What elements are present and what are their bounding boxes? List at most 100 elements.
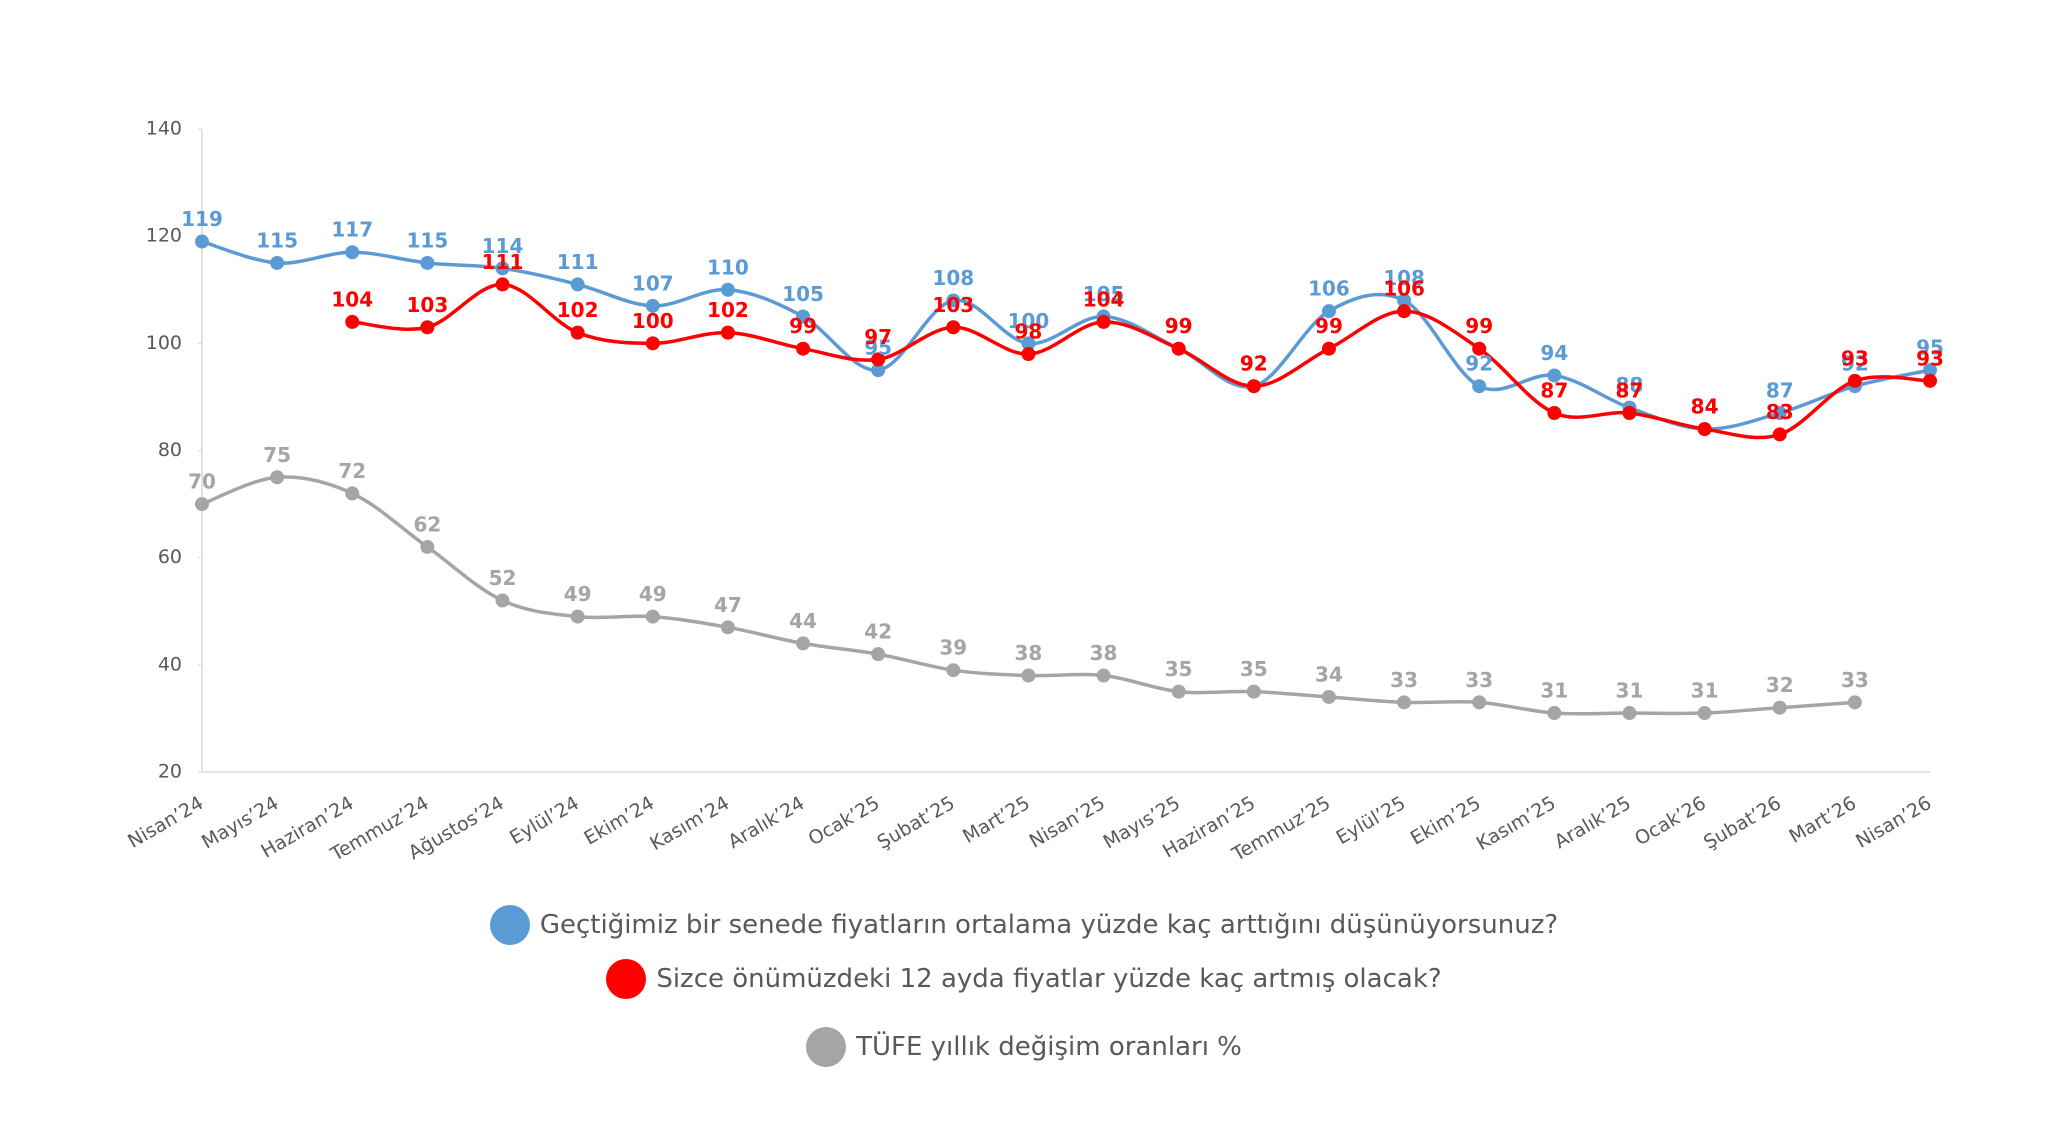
data-point	[1321, 341, 1336, 356]
x-tick-label: Nisan’26	[1852, 792, 1935, 853]
data-label: 98	[1015, 320, 1043, 344]
data-point	[570, 325, 585, 340]
data-point	[1622, 405, 1637, 420]
data-label: 103	[407, 293, 449, 317]
series-line	[201, 239, 1931, 431]
x-tick-label: Ekim’24	[580, 792, 658, 850]
data-point	[946, 293, 961, 308]
data-label: 87	[1616, 378, 1644, 402]
data-point	[871, 647, 886, 662]
data-point	[1096, 668, 1111, 683]
legend-swatch	[489, 905, 530, 945]
data-point	[1547, 405, 1562, 420]
data-point	[345, 486, 360, 501]
data-point	[195, 234, 209, 249]
data-point	[1096, 314, 1111, 329]
data-point	[195, 497, 209, 512]
series-line	[352, 282, 1931, 440]
data-label: 107	[632, 271, 674, 295]
data-point	[1171, 341, 1186, 356]
data-label: 111	[482, 250, 524, 274]
data-label: 104	[331, 287, 373, 311]
data-point	[495, 593, 510, 608]
data-label: 93	[1916, 346, 1944, 370]
data-label: 35	[1240, 657, 1268, 681]
data-point	[1171, 684, 1186, 699]
legend-label: TÜFE yıllık değişim oranları %	[856, 1032, 1242, 1062]
data-point	[946, 663, 961, 678]
data-label: 99	[1465, 314, 1493, 338]
x-tick-label: Ocak’26	[1631, 792, 1710, 850]
series	[195, 234, 1937, 437]
legend-item: TÜFE yıllık değişim oranları %	[806, 1027, 1242, 1067]
y-tick-label: 60	[158, 546, 182, 568]
data-label: 88	[1616, 373, 1644, 397]
data-label: 33	[1465, 668, 1493, 692]
data-label: 94	[1540, 341, 1568, 365]
data-label: 32	[1766, 673, 1794, 697]
legend-label: Geçtiğimiz bir senede fiyatların ortalam…	[539, 910, 1559, 940]
series	[345, 277, 1937, 442]
data-point	[1847, 695, 1862, 710]
data-label: 92	[1240, 352, 1268, 376]
data-point	[420, 320, 435, 335]
data-point	[796, 341, 811, 356]
data-point	[1021, 336, 1036, 351]
data-label: 100	[632, 309, 674, 333]
legend-swatch	[806, 1027, 847, 1067]
data-label: 34	[1315, 662, 1343, 686]
data-label: 106	[1383, 277, 1425, 301]
x-tick-label: Şubat’25	[874, 792, 959, 854]
x-tick-label: Aralık’25	[1551, 792, 1635, 853]
data-label: 72	[338, 459, 366, 483]
data-point	[1472, 695, 1487, 710]
data-point	[495, 261, 510, 276]
data-point	[645, 609, 660, 624]
data-label: 38	[1015, 641, 1043, 665]
data-point	[645, 336, 660, 351]
data-point	[1246, 684, 1261, 699]
data-label: 106	[1308, 277, 1350, 301]
data-point	[420, 539, 435, 554]
y-tick-label: 100	[146, 332, 182, 354]
data-label: 119	[181, 207, 223, 231]
x-tick-label: Nisan’24	[124, 792, 207, 853]
data-point	[1697, 706, 1712, 721]
data-point	[1847, 373, 1862, 388]
data-label: 105	[1083, 282, 1125, 306]
data-point	[1021, 668, 1036, 683]
data-label: 93	[1841, 346, 1869, 370]
data-point	[1472, 379, 1487, 394]
data-label: 97	[864, 325, 892, 349]
data-point	[1923, 363, 1937, 378]
data-point	[796, 636, 811, 651]
data-point	[1772, 700, 1787, 715]
data-point	[1246, 379, 1261, 394]
data-label: 44	[789, 609, 817, 633]
y-tick-label: 40	[158, 653, 182, 675]
data-label: 87	[1766, 378, 1794, 402]
data-label: 31	[1616, 679, 1644, 703]
legend: Geçtiğimiz bir senede fiyatların ortalam…	[124, 905, 1924, 1067]
data-label: 108	[1383, 266, 1425, 290]
data-point	[570, 609, 585, 624]
data-point	[871, 363, 886, 378]
data-label: 92	[1240, 352, 1268, 376]
data-point	[1923, 373, 1937, 388]
data-label: 42	[864, 620, 892, 644]
data-label: 49	[564, 582, 592, 606]
data-label: 95	[864, 336, 892, 360]
data-point	[645, 298, 660, 313]
data-label: 100	[1008, 309, 1050, 333]
x-tick-label: Ocak’25	[805, 792, 884, 850]
data-label: 31	[1540, 679, 1568, 703]
data-label: 87	[1540, 378, 1568, 402]
data-label: 108	[932, 266, 974, 290]
data-label: 38	[1090, 641, 1118, 665]
data-point	[1772, 427, 1787, 442]
data-point	[1547, 368, 1562, 383]
x-tick-label: Eylül’24	[506, 792, 583, 849]
data-label: 102	[707, 298, 749, 322]
data-label: 115	[407, 228, 449, 252]
